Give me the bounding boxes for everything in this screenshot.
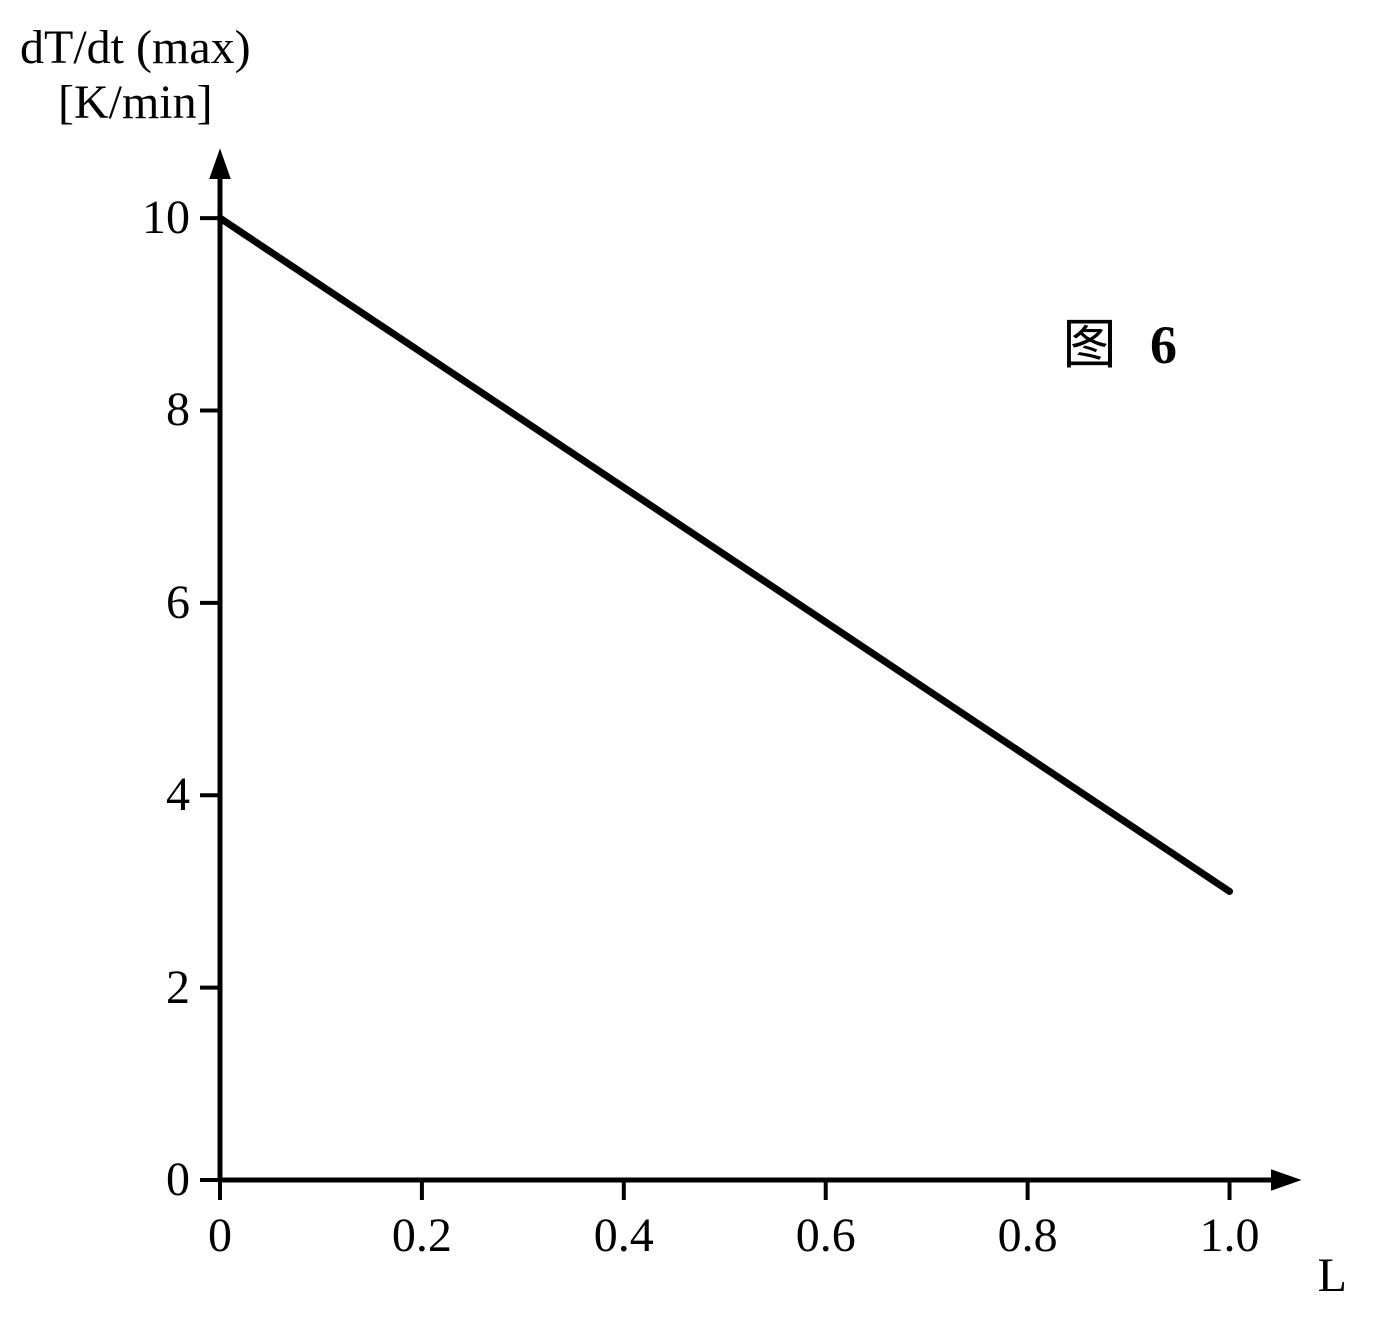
x-tick-label: 0.8 <box>978 1208 1078 1263</box>
ticks-group <box>200 218 1230 1200</box>
x-tick-label: 0.4 <box>574 1208 674 1263</box>
x-axis-arrow-icon <box>1271 1169 1302 1191</box>
y-tick-label: 6 <box>110 575 190 630</box>
x-tick-label: 0.6 <box>776 1208 876 1263</box>
data-line <box>220 218 1230 891</box>
y-tick-label: 4 <box>110 767 190 822</box>
y-tick-label: 2 <box>110 960 190 1015</box>
y-tick-label: 10 <box>110 190 190 245</box>
y-tick-label: 0 <box>110 1152 190 1207</box>
x-tick-label: 1.0 <box>1180 1208 1280 1263</box>
axes-group <box>209 148 1301 1190</box>
x-tick-label: 0.2 <box>372 1208 472 1263</box>
x-axis-label: L <box>1318 1248 1347 1303</box>
chart-svg <box>0 0 1397 1333</box>
data-line-group <box>220 218 1230 891</box>
x-tick-label: 0 <box>170 1208 270 1263</box>
y-tick-label: 8 <box>110 382 190 437</box>
chart-container: dT/dt (max) [K/min] 图 6 024681000.20.40.… <box>0 0 1397 1333</box>
y-axis-arrow-icon <box>209 148 231 179</box>
